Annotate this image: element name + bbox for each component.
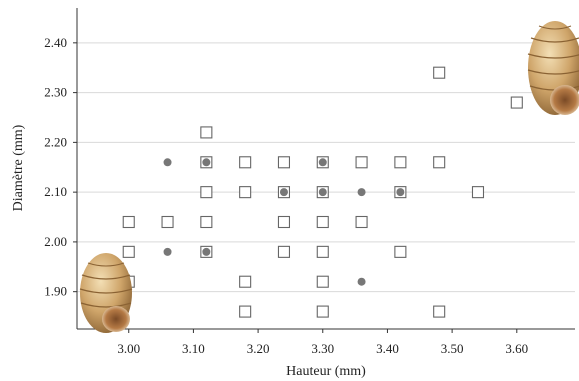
large-snail-shell-photo	[527, 21, 579, 115]
square-point	[277, 245, 291, 258]
x-tick-label: 3.30	[311, 341, 334, 356]
square-point	[239, 186, 252, 199]
square-point	[277, 215, 291, 229]
circle-point	[202, 247, 211, 256]
y-tick-label: 1.90	[44, 284, 67, 299]
square-point	[277, 156, 291, 169]
square-point	[433, 305, 446, 318]
square-point	[316, 275, 329, 288]
square-point	[200, 186, 213, 199]
small-snail-shell-photo	[79, 253, 133, 333]
square-point	[433, 66, 446, 79]
x-tick-label: 3.50	[441, 341, 464, 356]
square-point	[316, 245, 329, 258]
y-tick-label: 2.20	[44, 134, 67, 149]
y-tick-label: 2.30	[44, 85, 67, 100]
x-axis-label: Hauteur (mm)	[286, 364, 366, 379]
circle-point	[318, 188, 327, 197]
x-tick-label: 3.10	[182, 341, 205, 356]
square-point	[316, 215, 329, 229]
x-tick-label: 3.00	[117, 341, 140, 356]
square-point	[122, 215, 135, 229]
square-point	[394, 156, 407, 169]
square-point	[355, 156, 368, 169]
y-tick-label: 2.10	[44, 184, 67, 199]
circle-point	[163, 247, 172, 256]
x-ticks: 3.00 3.10 3.20 3.30 3.40 3.50 3.60	[117, 329, 528, 356]
circle-point	[357, 277, 366, 286]
square-point	[316, 305, 329, 318]
x-tick-label: 3.40	[376, 341, 399, 356]
square-point	[394, 245, 407, 258]
square-point	[510, 96, 523, 109]
square-point	[200, 215, 213, 229]
y-tick-label: 2.40	[44, 35, 67, 50]
circle-point	[318, 158, 327, 167]
y-tick-label: 2.00	[44, 234, 67, 249]
square-point	[355, 215, 368, 229]
square-point	[239, 156, 252, 169]
square-point	[239, 305, 252, 318]
x-tick-label: 3.20	[247, 341, 270, 356]
square-point	[122, 245, 135, 258]
square-point	[161, 215, 174, 229]
circle-point	[163, 158, 172, 167]
circle-point	[396, 188, 405, 197]
square-point	[471, 186, 485, 199]
square-point	[200, 126, 213, 139]
y-axis-label: Diamètre (mm)	[11, 124, 26, 211]
square-point	[433, 156, 446, 169]
square-point	[239, 275, 252, 288]
circle-point	[202, 158, 211, 167]
x-tick-label: 3.60	[505, 341, 528, 356]
circle-point	[279, 188, 288, 197]
circle-point	[357, 188, 366, 197]
y-ticks: 1.90 2.00 2.10 2.20 2.30 2.40	[44, 35, 77, 299]
